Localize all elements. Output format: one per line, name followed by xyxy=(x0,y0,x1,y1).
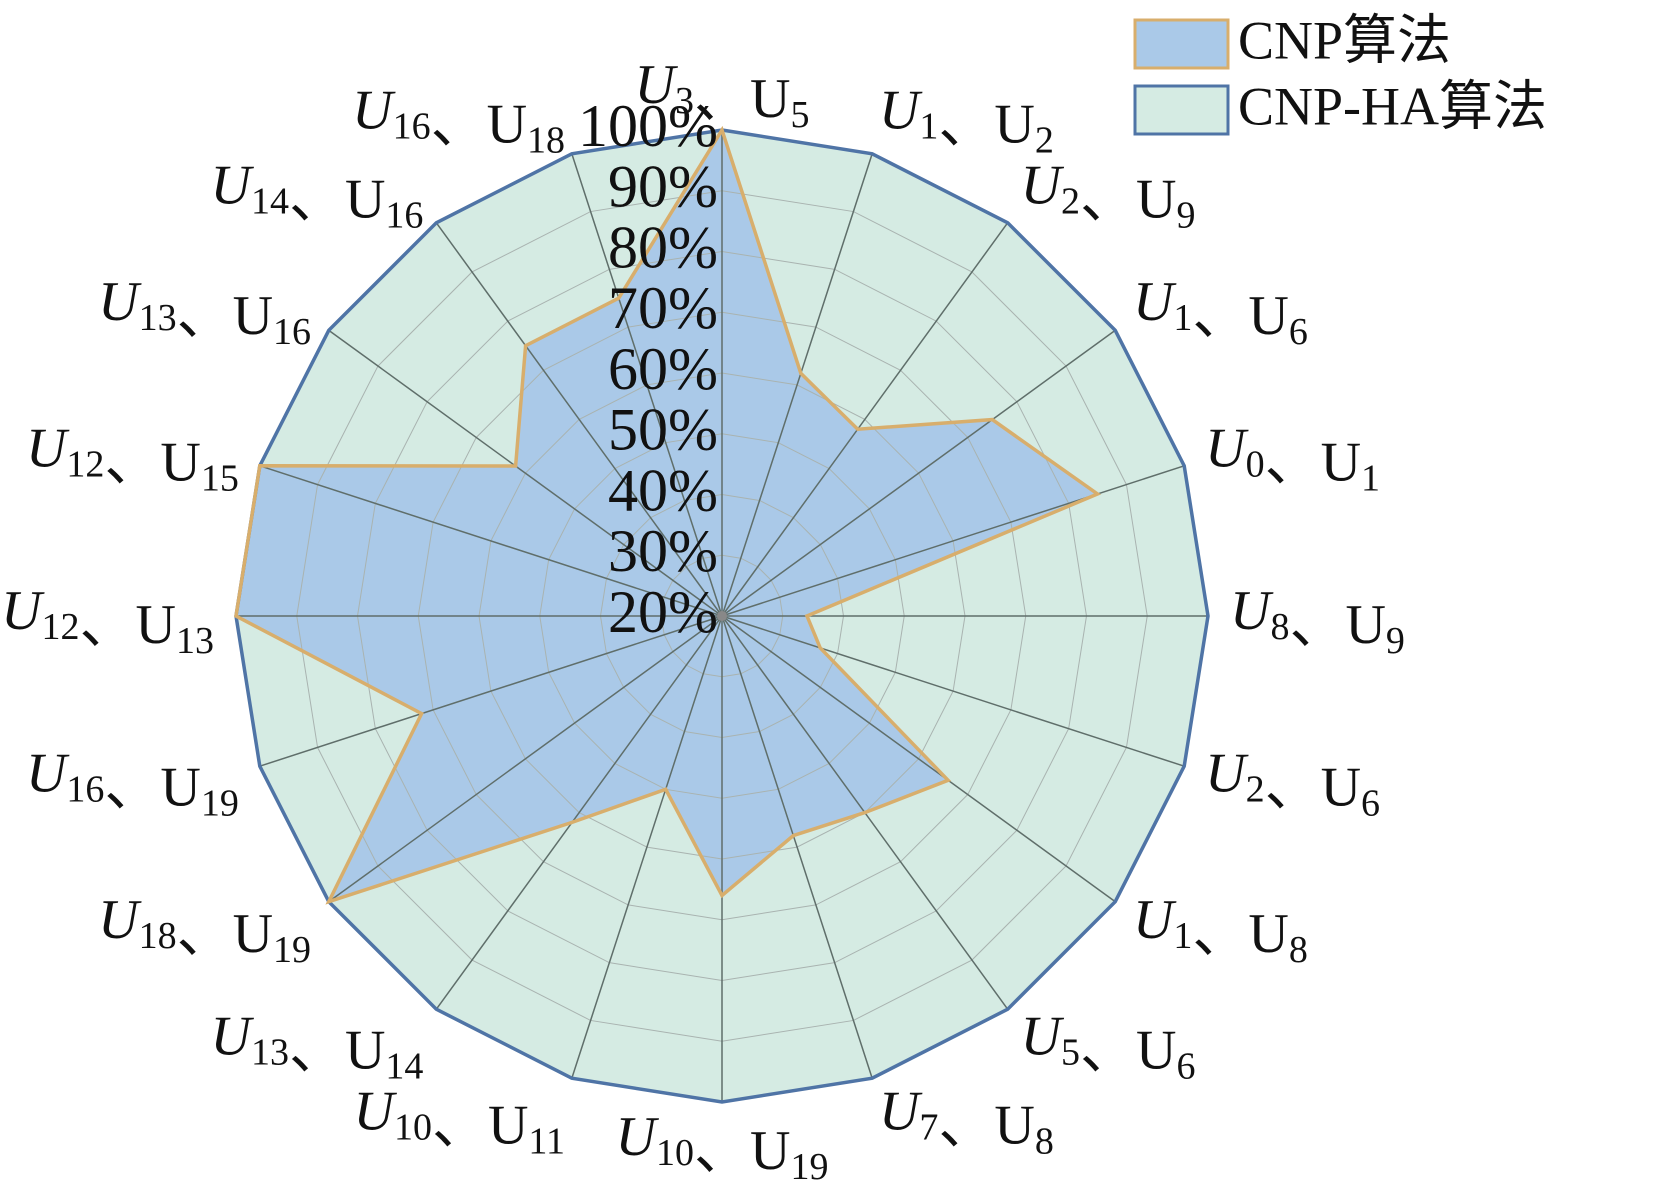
spoke xyxy=(721,615,873,1079)
category-label: U16、U19 xyxy=(26,742,239,824)
r-tick-label: 40% xyxy=(608,457,718,523)
category-label: U1、U8 xyxy=(1133,889,1308,971)
spoke xyxy=(328,615,723,903)
spoke xyxy=(721,465,1185,617)
spoke xyxy=(435,222,723,617)
category-label: U12、U13 xyxy=(1,580,214,662)
spoke xyxy=(571,153,723,617)
spoke xyxy=(721,222,1009,617)
category-label: U2、U6 xyxy=(1205,742,1380,824)
category-label: U1、U2 xyxy=(879,80,1054,162)
category-label: U16、U18 xyxy=(352,80,565,162)
r-tick-label: 30% xyxy=(608,518,718,584)
legend-label: CNP算法 xyxy=(1238,10,1451,70)
radar-outline xyxy=(234,128,1210,1104)
r-tick-label: 70% xyxy=(608,275,718,341)
category-label: U0、U1 xyxy=(1205,417,1380,499)
category-label: U18、U19 xyxy=(98,889,311,971)
spoke xyxy=(328,329,723,617)
category-label: U2、U9 xyxy=(1021,154,1196,236)
category-label: U5、U6 xyxy=(1021,1005,1196,1087)
spoke xyxy=(721,615,1116,903)
legend-swatch xyxy=(1133,84,1230,136)
r-tick-label: 60% xyxy=(608,336,718,402)
spoke xyxy=(259,615,723,767)
spoke xyxy=(259,465,723,617)
category-label: U3、U5 xyxy=(635,54,810,136)
spoke xyxy=(721,153,873,617)
spoke xyxy=(571,615,723,1079)
r-tick-label: 50% xyxy=(608,397,718,463)
radar-outline xyxy=(234,125,1102,905)
category-label: U1、U6 xyxy=(1133,271,1308,353)
r-tick-label: 80% xyxy=(608,214,718,280)
r-tick-label: 100% xyxy=(578,93,718,159)
radar-area xyxy=(236,130,1098,902)
legend-swatch xyxy=(1133,18,1230,70)
category-label: U13、U14 xyxy=(210,1005,423,1087)
category-label: U10、U19 xyxy=(616,1106,829,1188)
category-label: U10、U11 xyxy=(354,1080,566,1162)
r-tick-label: 20% xyxy=(608,579,718,645)
category-label: U7、U8 xyxy=(879,1080,1054,1162)
category-label: U13、U16 xyxy=(98,271,311,353)
spoke xyxy=(435,615,723,1010)
center-dot xyxy=(717,611,727,621)
spoke xyxy=(721,329,1116,617)
category-label: U12、U15 xyxy=(26,417,239,499)
category-label: U14、U16 xyxy=(210,154,423,236)
legend-label: CNP-HA算法 xyxy=(1238,76,1547,136)
spoke xyxy=(721,615,1185,767)
category-label: U8、U9 xyxy=(1230,580,1405,662)
r-tick-label: 90% xyxy=(608,154,718,220)
